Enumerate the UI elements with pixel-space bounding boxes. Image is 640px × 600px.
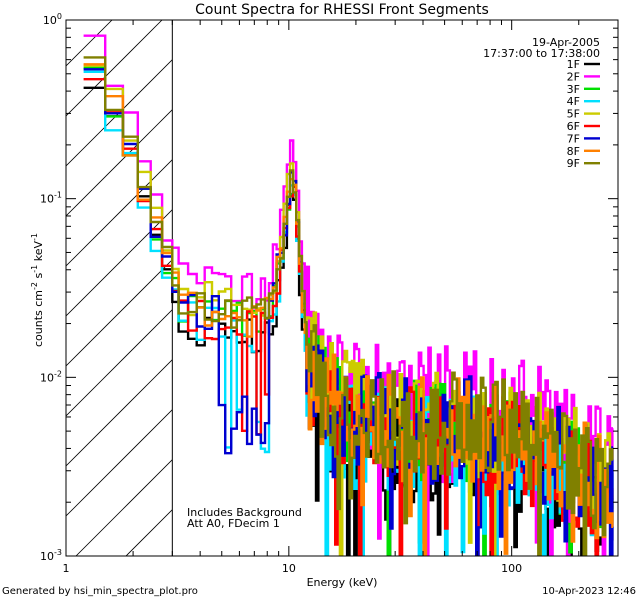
hatch-line [66, 309, 173, 417]
annotation-background: Includes Background [187, 506, 302, 519]
y-tick-label: 100 [43, 12, 62, 27]
legend-label-3f: 3F [567, 83, 580, 96]
legend-label-7f: 7F [567, 132, 580, 145]
legend-label-2f: 2F [567, 70, 580, 83]
hatch-line [125, 509, 173, 556]
hatch-line [66, 20, 163, 117]
hatch-line [66, 0, 172, 16]
hatch-line [75, 459, 173, 556]
annotation-attenuator: Att A0, FDecim 1 [187, 517, 280, 530]
hatch-line [66, 109, 173, 217]
series-9f-line [83, 56, 614, 556]
y-axis: 100 10-1 10-2 10-3 [40, 12, 618, 563]
legend-label-4f: 4F [567, 95, 580, 108]
footer-generated-by: Generated by hsi_min_spectra_plot.pro [2, 586, 198, 597]
hatch-line [66, 359, 173, 467]
x-tick-label: 100 [501, 562, 522, 575]
x-axis: 1 10 100 [63, 20, 619, 575]
hatch-line [66, 259, 173, 367]
time-range-label: 17:37:00 to 17:38:00 [483, 47, 600, 60]
hatch-line [66, 209, 173, 317]
y-axis-label: counts cm-2 s-1 keV-1 [30, 233, 45, 347]
series-layer [83, 34, 614, 556]
legend-label-9f: 9F [567, 157, 580, 170]
chart-title: Count Spectra for RHESSI Front Segments [195, 2, 489, 18]
hatch-line [66, 20, 113, 67]
y-tick-label: 10-2 [40, 369, 62, 384]
series-8f-line [83, 63, 614, 556]
date-label: 19-Apr-2005 [532, 36, 600, 49]
x-axis-label: Energy (keV) [307, 576, 378, 589]
legend-label-5f: 5F [567, 108, 580, 121]
footer-timestamp: 10-Apr-2023 12:46 [542, 586, 636, 597]
legend-label-6f: 6F [567, 120, 580, 133]
x-tick-label: 1 [63, 562, 70, 575]
y-tick-label: 10-1 [40, 191, 62, 206]
y-tick-label: 10-3 [40, 548, 62, 563]
plot-frame [65, 19, 619, 557]
x-tick-label: 10 [282, 562, 296, 575]
legend-label-8f: 8F [567, 145, 580, 158]
hatch-line [66, 159, 173, 267]
legend-label-1f: 1F [567, 58, 580, 71]
hatch-line [66, 409, 173, 517]
